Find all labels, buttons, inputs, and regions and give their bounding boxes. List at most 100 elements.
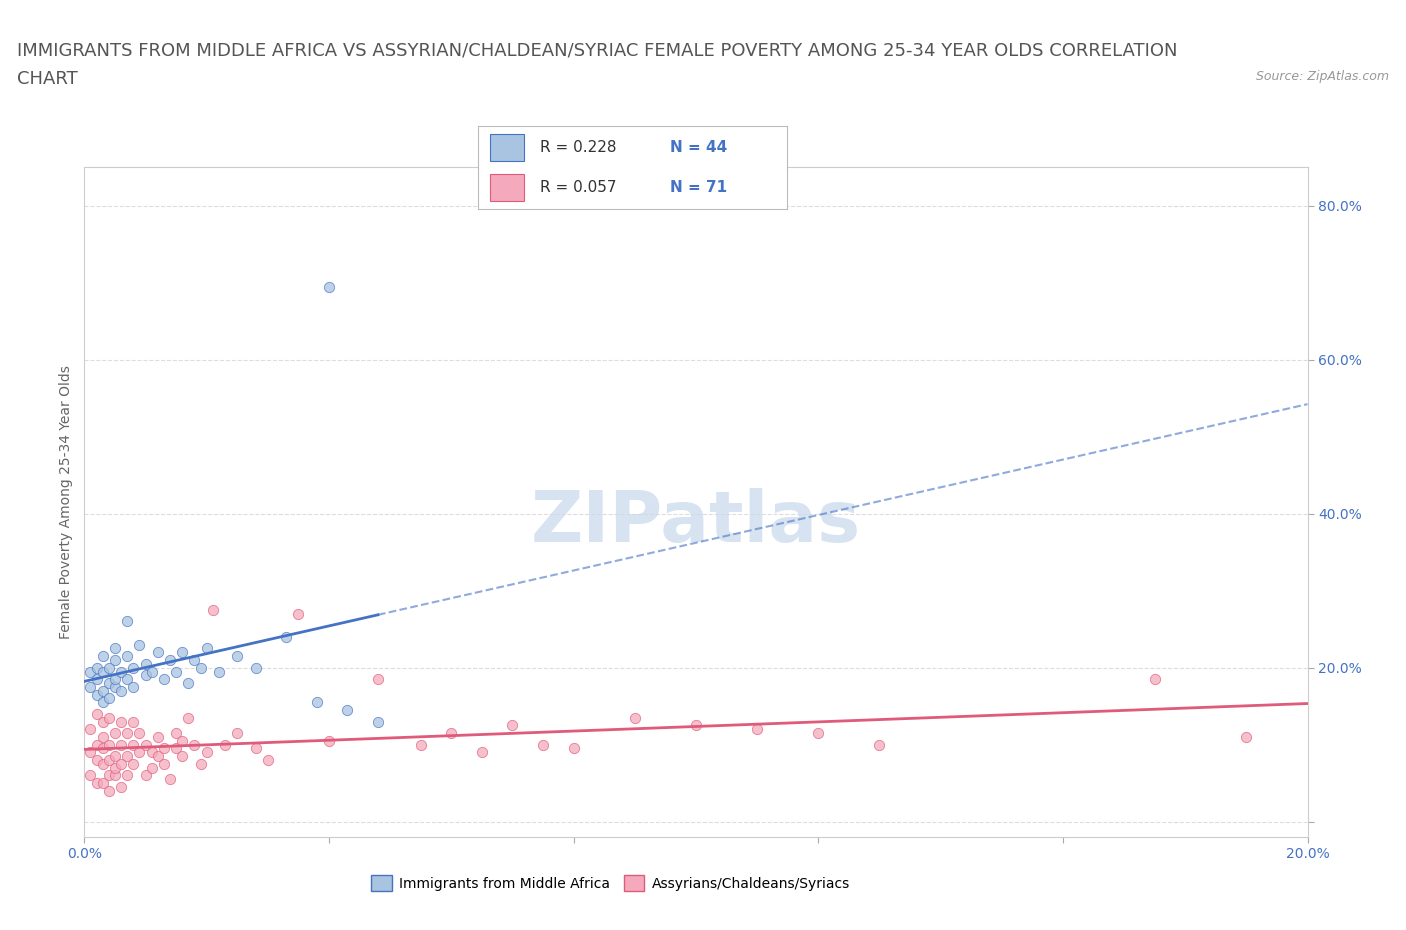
Point [104,680,127,695]
Point [115,671,138,686]
Point [91,664,114,679]
Point [97,711,120,725]
Point [135,768,157,783]
Point [110,684,132,698]
Point [97,691,120,706]
Point [86,737,108,752]
Point [141,745,163,760]
Point [177,675,200,690]
Point [86,776,108,790]
Point [122,756,145,771]
Point [195,641,218,656]
Point [159,653,181,668]
Point [624,711,647,725]
Point [79,680,101,695]
Point [135,737,157,752]
Point [91,714,114,729]
Point [79,745,101,760]
Point [91,684,114,698]
Point [226,725,249,740]
Point [135,668,157,683]
Point [91,695,114,710]
Point [869,737,891,752]
Point [1143,671,1166,686]
Point [115,614,138,629]
Point [79,768,101,783]
Point [86,752,108,767]
Text: R = 0.057: R = 0.057 [540,180,616,195]
Point [122,680,145,695]
Point [195,745,218,760]
Point [110,756,132,771]
Point [141,761,163,776]
Point [86,687,108,702]
Point [97,768,120,783]
Point [135,657,157,671]
Point [471,745,494,760]
Point [122,737,145,752]
Text: N = 71: N = 71 [669,180,727,195]
Bar [491,134,524,161]
Point [153,741,176,756]
Text: IMMIGRANTS FROM MIDDLE AFRICA VS ASSYRIAN/CHALDEAN/SYRIAC FEMALE POVERTY AMONG 2: IMMIGRANTS FROM MIDDLE AFRICA VS ASSYRIA… [17,42,1177,60]
Point [159,772,181,787]
Point [104,671,127,686]
Point [91,741,114,756]
Point [336,702,359,717]
Point [190,660,212,675]
Point [318,734,340,749]
Point [104,653,127,668]
Point [165,664,187,679]
Point [97,752,120,767]
Y-axis label: Female Poverty Among 25-34 Year Olds: Female Poverty Among 25-34 Year Olds [59,365,73,639]
Bar [491,174,524,201]
Text: Source: ZipAtlas.com: Source: ZipAtlas.com [1256,70,1389,83]
Point [562,741,585,756]
Point [318,279,340,294]
Point [146,644,169,659]
Point [122,714,145,729]
Point [165,741,187,756]
Point [172,644,194,659]
Point [146,749,169,764]
Point [86,660,108,675]
Point [86,707,108,722]
Point [531,737,554,752]
Point [141,664,163,679]
Point [104,749,127,764]
Point [183,737,205,752]
Point [172,749,194,764]
Legend: Immigrants from Middle Africa, Assyrians/Chaldeans/Syriacs: Immigrants from Middle Africa, Assyrians… [366,869,855,897]
Point [245,741,267,756]
Point [153,671,176,686]
Point [104,768,127,783]
Point [97,783,120,798]
Point [807,725,830,740]
Text: CHART: CHART [17,70,77,87]
Point [91,729,114,744]
Point [172,734,194,749]
Point [747,722,769,737]
Point [104,761,127,776]
Point [165,725,187,740]
Point [257,752,280,767]
Point [115,649,138,664]
Point [128,725,150,740]
Point [79,664,101,679]
Point [115,768,138,783]
Point [214,737,236,752]
Point [104,725,127,740]
Point [97,737,120,752]
Point [409,737,432,752]
Point [287,606,309,621]
Point [97,660,120,675]
Point [110,664,132,679]
Point [79,722,101,737]
Point [115,725,138,740]
Point [245,660,267,675]
Point [146,729,169,744]
Point [201,603,224,618]
Point [128,745,150,760]
Point [153,756,176,771]
Point [97,675,120,690]
